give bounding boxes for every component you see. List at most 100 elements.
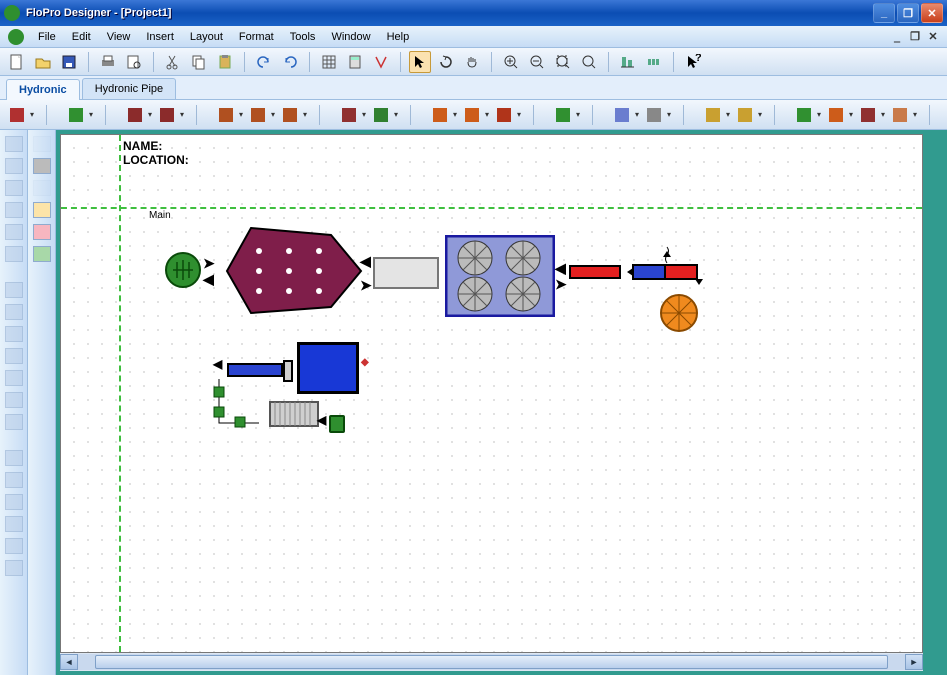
run-button[interactable] (370, 51, 392, 73)
menu-layout[interactable]: Layout (182, 29, 231, 45)
comp-9[interactable] (374, 108, 388, 122)
expansion-tank-shape[interactable] (659, 293, 699, 333)
tab-hydronic[interactable]: Hydronic (6, 79, 80, 100)
distribute-button[interactable] (643, 51, 665, 73)
pump-shape[interactable] (163, 250, 203, 290)
comp-10[interactable] (433, 108, 447, 122)
comp-14[interactable] (615, 108, 629, 122)
rail1-btn[interactable] (5, 472, 23, 488)
rail1-btn[interactable] (5, 180, 23, 196)
rail1-btn[interactable] (5, 136, 23, 152)
comp-12[interactable] (497, 108, 511, 122)
menu-edit[interactable]: Edit (64, 29, 99, 45)
rail1-btn[interactable] (5, 282, 23, 298)
comp-1[interactable] (10, 108, 24, 122)
scroll-left-button[interactable]: ◄ (60, 654, 78, 670)
rail2-btn[interactable] (33, 158, 51, 174)
rail1-btn[interactable] (5, 202, 23, 218)
help-button[interactable]: ? (682, 51, 704, 73)
calc-button[interactable] (344, 51, 366, 73)
menu-tools[interactable]: Tools (282, 29, 324, 45)
boiler-shape[interactable] (221, 223, 366, 319)
mdi-restore-button[interactable]: ❐ (907, 30, 923, 44)
rail1-btn[interactable] (5, 516, 23, 532)
mdi-close-button[interactable]: ✕ (925, 30, 941, 44)
comp-6[interactable] (251, 108, 265, 122)
comp-16[interactable] (706, 108, 720, 122)
comp-19[interactable] (829, 108, 843, 122)
buffer-tank-outline[interactable] (283, 360, 293, 382)
rail1-btn[interactable] (5, 494, 23, 510)
mdi-minimize-button[interactable]: ‗ (889, 30, 905, 44)
rail1-btn[interactable] (5, 414, 23, 430)
zoom-fit-button[interactable] (552, 51, 574, 73)
tab-hydronic-pipe[interactable]: Hydronic Pipe (82, 78, 176, 99)
scroll-track[interactable] (78, 654, 905, 670)
print-preview-button[interactable] (123, 51, 145, 73)
rail1-btn[interactable] (5, 392, 23, 408)
cut-button[interactable] (162, 51, 184, 73)
scroll-right-button[interactable]: ► (905, 654, 923, 670)
rail1-btn[interactable] (5, 246, 23, 262)
hot-coil-shape[interactable] (569, 265, 621, 279)
drawing-canvas[interactable]: NAME: LOCATION: Main ➤ ◀ ◀ ➤ (60, 134, 923, 653)
menu-view[interactable]: View (99, 29, 139, 45)
comp-7[interactable] (283, 108, 297, 122)
close-button[interactable]: ✕ (921, 3, 943, 23)
comp-13[interactable] (556, 108, 570, 122)
storage-tank-shape[interactable] (297, 342, 359, 394)
open-button[interactable] (32, 51, 54, 73)
comp-3[interactable] (128, 108, 142, 122)
comp-21[interactable] (893, 108, 907, 122)
comp-18[interactable] (797, 108, 811, 122)
comp-2[interactable] (69, 108, 83, 122)
save-button[interactable] (58, 51, 80, 73)
pan-tool[interactable] (461, 51, 483, 73)
maximize-button[interactable]: ❐ (897, 3, 919, 23)
menu-window[interactable]: Window (323, 29, 378, 45)
rail1-btn[interactable] (5, 538, 23, 554)
menu-format[interactable]: Format (231, 29, 282, 45)
rail1-btn[interactable] (5, 450, 23, 466)
undo-button[interactable] (253, 51, 275, 73)
heat-exchanger-shape[interactable] (373, 257, 439, 289)
print-button[interactable] (97, 51, 119, 73)
comp-8[interactable] (342, 108, 356, 122)
rail1-btn[interactable] (5, 560, 23, 576)
comp-5[interactable] (219, 108, 233, 122)
comp-15[interactable] (647, 108, 661, 122)
rail1-btn[interactable] (5, 158, 23, 174)
menu-help[interactable]: Help (379, 29, 418, 45)
rail2-btn[interactable] (33, 136, 51, 152)
pointer-tool[interactable] (409, 51, 431, 73)
comp-4[interactable] (160, 108, 174, 122)
menu-insert[interactable]: Insert (138, 29, 182, 45)
redo-button[interactable] (279, 51, 301, 73)
paste-button[interactable] (214, 51, 236, 73)
rotate-tool[interactable] (435, 51, 457, 73)
scroll-thumb[interactable] (95, 655, 889, 669)
zoom-out-button[interactable] (526, 51, 548, 73)
comp-11[interactable] (465, 108, 479, 122)
rail1-btn[interactable] (5, 370, 23, 386)
align-button[interactable] (617, 51, 639, 73)
rail2-btn[interactable] (33, 202, 51, 218)
comp-17[interactable] (738, 108, 752, 122)
copy-button[interactable] (188, 51, 210, 73)
minimize-button[interactable]: _ (873, 3, 895, 23)
rail1-btn[interactable] (5, 326, 23, 342)
rail2-btn[interactable] (33, 224, 51, 240)
heat-pump-shape[interactable] (627, 245, 707, 295)
grid-button[interactable] (318, 51, 340, 73)
small-pump-shape[interactable] (329, 415, 345, 433)
ahu-shape[interactable] (445, 235, 555, 317)
menu-file[interactable]: File (30, 29, 64, 45)
rail2-btn[interactable] (33, 180, 51, 196)
piping-valves[interactable] (209, 373, 279, 443)
rail1-btn[interactable] (5, 304, 23, 320)
zoom-in-button[interactable] (500, 51, 522, 73)
horizontal-scrollbar[interactable]: ◄ ► (60, 653, 923, 671)
rail1-btn[interactable] (5, 348, 23, 364)
new-button[interactable] (6, 51, 28, 73)
rail2-btn[interactable] (33, 246, 51, 262)
